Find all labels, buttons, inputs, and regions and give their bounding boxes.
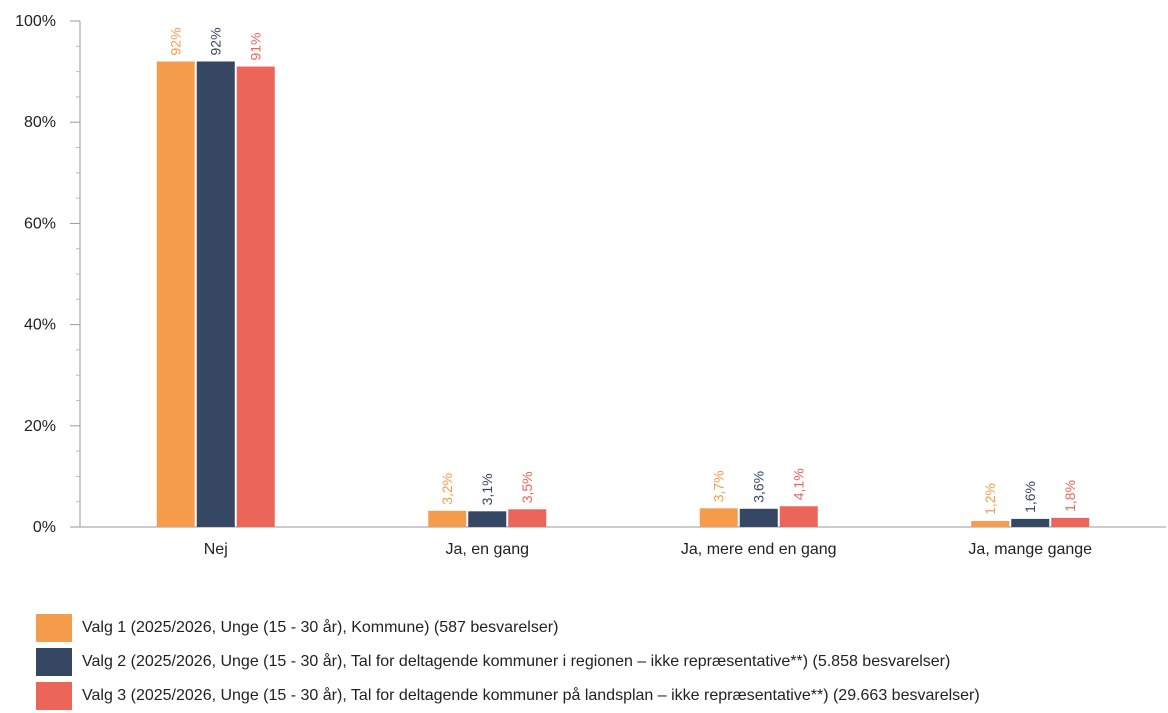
legend-label-valg-1: Valg 1 (2025/2026, Unge (15 - 30 år), Ko… <box>82 619 559 636</box>
bar-2-2[interactable] <box>468 511 507 527</box>
y-tick-label: 0% <box>33 519 56 536</box>
y-tick-label: 80% <box>24 114 56 131</box>
data-label-2-3: 3,6% <box>751 471 767 503</box>
data-label-3-3: 4,1% <box>791 468 807 500</box>
x-axis: Nej Ja, en gang Ja, mere end en gang Ja, ma… <box>80 526 1166 558</box>
data-label-3-4: 1,8% <box>1062 480 1078 512</box>
legend: Valg 1 (2025/2026, Unge (15 - 30 år), Ko… <box>36 611 1156 713</box>
bar-1-2[interactable] <box>428 510 467 527</box>
bar-3-2[interactable] <box>508 509 547 527</box>
legend-label-valg-3: Valg 3 (2025/2026, Unge (15 - 30 år), Ta… <box>82 687 980 704</box>
x-category-label: Ja, en gang <box>445 541 529 558</box>
data-label-2-1: 92% <box>208 27 224 55</box>
y-tick-label: 60% <box>24 215 56 232</box>
bar-1-1[interactable] <box>156 61 195 527</box>
legend-item-valg-1[interactable]: Valg 1 (2025/2026, Unge (15 - 30 år), Ko… <box>36 611 1156 645</box>
x-category-label: Ja, mange gange <box>968 541 1092 558</box>
y-tick-label: 100% <box>15 13 56 30</box>
y-axis: 0% 20% 40% 60% 80% 100% <box>15 13 81 536</box>
x-category-label: Nej <box>204 541 228 558</box>
data-label-1-4: 1,2% <box>982 483 998 515</box>
legend-item-valg-2[interactable]: Valg 2 (2025/2026, Unge (15 - 30 år), Ta… <box>36 645 1156 679</box>
y-tick-label: 40% <box>24 317 56 334</box>
y-tick-label: 20% <box>24 418 56 435</box>
legend-swatch-valg-1 <box>36 614 72 642</box>
legend-swatch-valg-3 <box>36 682 72 710</box>
legend-swatch-valg-2 <box>36 648 72 676</box>
bar-2-1[interactable] <box>196 61 235 527</box>
legend-label-valg-2: Valg 2 (2025/2026, Unge (15 - 30 år), Ta… <box>82 653 951 670</box>
bars <box>156 61 1090 527</box>
bar-1-4[interactable] <box>971 520 1010 527</box>
bar-2-4[interactable] <box>1011 518 1050 527</box>
bar-3-4[interactable] <box>1051 517 1090 527</box>
data-label-3-2: 3,5% <box>519 471 535 503</box>
legend-item-valg-3[interactable]: Valg 3 (2025/2026, Unge (15 - 30 år), Ta… <box>36 679 1156 713</box>
bar-chart: 0% 20% 40% 60% 80% 100% Nej Ja, en gang Ja, mer… <box>15 13 1166 558</box>
bar-1-3[interactable] <box>699 508 738 527</box>
data-label-2-4: 1,6% <box>1022 481 1038 513</box>
x-category-label: Ja, mere end en gang <box>681 541 837 558</box>
data-label-3-1: 91% <box>248 33 264 61</box>
data-label-2-2: 3,1% <box>479 473 495 505</box>
bar-3-1[interactable] <box>236 66 275 527</box>
data-label-1-1: 92% <box>168 27 184 55</box>
data-labels: 92% 92% 91% 3,2% 3,1% 3,5% 3,7% 3,6% 4,1% 1,2% 1,6… <box>168 27 1079 514</box>
data-label-1-3: 3,7% <box>711 470 727 502</box>
bar-2-3[interactable] <box>739 508 778 527</box>
bar-3-3[interactable] <box>779 506 818 527</box>
data-label-1-2: 3,2% <box>439 473 455 505</box>
